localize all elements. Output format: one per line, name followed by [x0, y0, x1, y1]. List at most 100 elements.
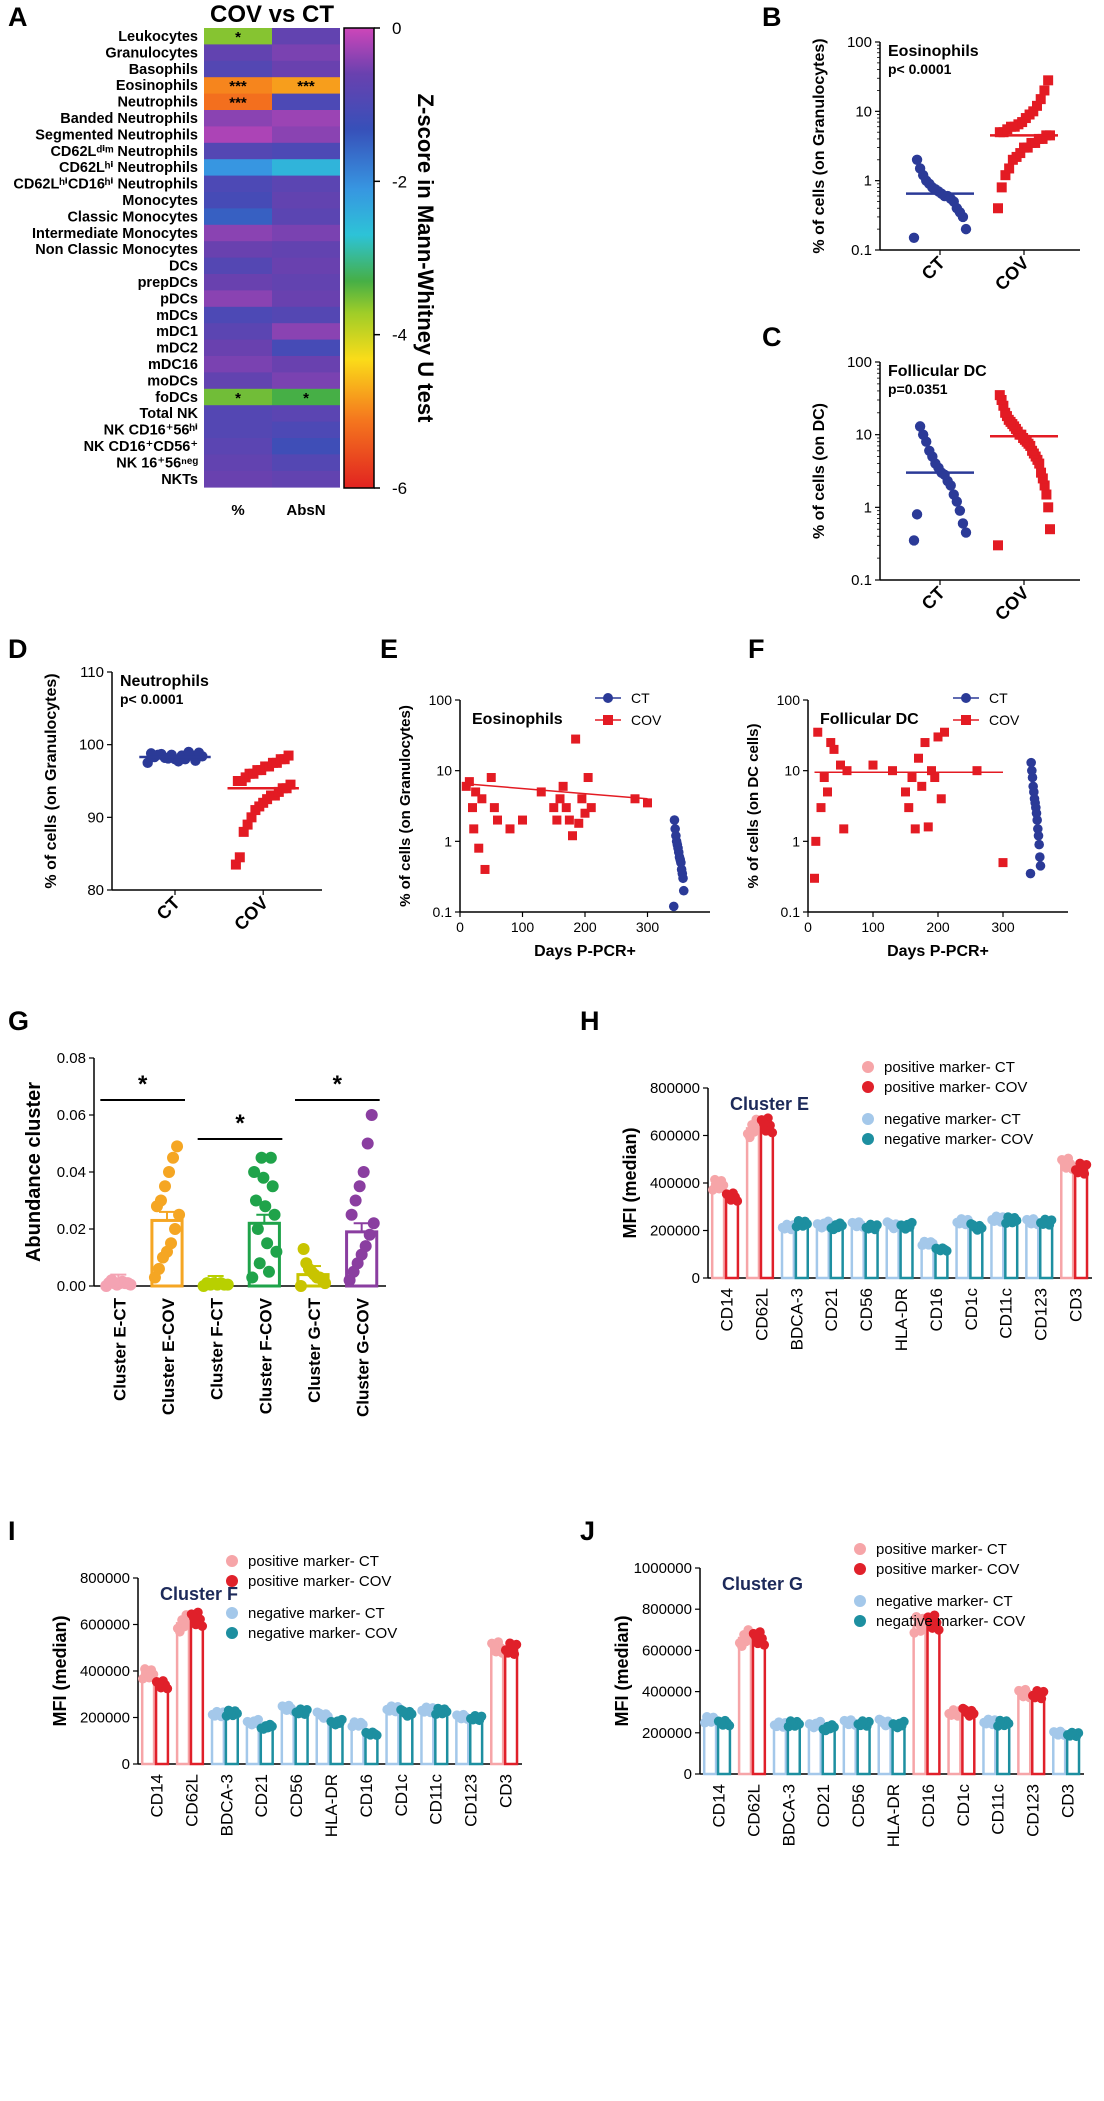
x-tick-label: 300	[636, 919, 660, 935]
mfi-bar-cov	[1030, 1692, 1046, 1776]
data-point-cov	[564, 815, 574, 825]
panel-letter-i: I	[8, 1516, 16, 1546]
mfi-data-point	[814, 1220, 825, 1231]
legend-label: positive marker- CT	[884, 1059, 1015, 1076]
data-point-cov	[489, 803, 499, 813]
data-point-cov	[630, 794, 640, 804]
data-point-cov	[583, 773, 593, 783]
significance-star: *	[138, 1071, 148, 1098]
data-point-cov	[505, 824, 515, 834]
chart-title: Cluster E	[730, 1094, 809, 1114]
heatmap-cell	[204, 208, 272, 226]
chart-title: Follicular DC	[888, 363, 987, 380]
mfi-bar-cov	[294, 1710, 309, 1766]
mfi-data-point	[884, 1218, 895, 1229]
data-point-ct	[670, 824, 680, 834]
heatmap-cell	[204, 241, 272, 258]
mfi-data-point	[223, 1705, 234, 1716]
mfi-data-point	[855, 1720, 866, 1731]
data-point-ct	[960, 527, 972, 538]
bar-data-point	[345, 1208, 358, 1221]
data-point-cov	[1004, 163, 1015, 174]
heatmap-cell	[272, 110, 340, 127]
panel-letter-f: F	[748, 634, 765, 664]
mfi-bar-cov	[926, 1621, 941, 1776]
colorbar	[343, 27, 375, 489]
heatmap-cell	[272, 28, 340, 45]
bar-data-point	[363, 1228, 376, 1241]
heatmap-row-label: Monocytes	[122, 193, 198, 209]
data-point-cov	[238, 826, 249, 837]
x-tick-label: CD21	[822, 1288, 841, 1331]
mfi-data-point	[890, 1720, 901, 1730]
x-tick-label: 200	[573, 919, 597, 935]
data-point-cov	[477, 794, 487, 804]
mfi-data-point	[702, 1711, 712, 1722]
mfi-data-point	[1024, 1216, 1034, 1226]
bar-data-point	[248, 1166, 261, 1178]
data-point-cov	[518, 815, 527, 825]
x-tick-label: CT	[153, 893, 184, 924]
bar-data-point	[201, 1277, 214, 1290]
y-tick-label: 100	[429, 692, 453, 708]
mfi-bar-ct	[1060, 1163, 1075, 1280]
heatmap-cell	[272, 388, 340, 406]
y-tick-label: 600000	[642, 1642, 692, 1659]
legend-label-ct: CT	[631, 690, 650, 706]
mfi-data-point	[1030, 1692, 1040, 1703]
data-point-ct	[1028, 781, 1038, 792]
data-point-cov	[230, 859, 241, 870]
heatmap-cell	[272, 241, 340, 258]
data-point-cov	[486, 773, 496, 783]
mfi-bar-cov	[864, 1225, 879, 1280]
mfi-data-point	[384, 1706, 395, 1716]
heatmap-column-label: %	[231, 502, 244, 519]
data-point-cov	[940, 727, 949, 737]
data-point-cov	[577, 794, 587, 804]
mfi-bar-cov	[154, 1682, 170, 1766]
x-tick-label: CD14	[147, 1774, 166, 1817]
chart-title: Eosinophils	[472, 711, 563, 728]
x-tick-label: HLA-DR	[892, 1288, 911, 1351]
heatmap-cell	[204, 224, 272, 242]
legend-marker-cov	[961, 715, 971, 725]
data-point-cov	[285, 779, 296, 790]
mfi-bar-ct	[885, 1224, 900, 1280]
mfi-data-point	[505, 1638, 515, 1649]
data-point-cov	[480, 864, 490, 874]
mfi-data-point	[454, 1711, 464, 1722]
mfi-bar-cov	[1004, 1219, 1019, 1280]
heatmap-cell	[204, 306, 272, 324]
mfi-data-point	[244, 1717, 255, 1728]
mfi-data-point	[841, 1717, 852, 1727]
mfi-data-point	[960, 1705, 970, 1715]
heatmap-row-label: foDCs	[155, 390, 198, 406]
x-tick-label: COV	[230, 893, 272, 935]
heatmap-row-label: CD62LʰⁱCD16ʰⁱ Neutrophils	[13, 177, 198, 193]
bar-data-point	[102, 1277, 115, 1290]
mfi-data-point	[968, 1220, 978, 1230]
legend-label: positive marker- CT	[876, 1541, 1007, 1558]
legend-marker	[854, 1543, 866, 1555]
heatmap-row-label: Basophils	[129, 62, 198, 78]
x-tick-label: CD62L	[752, 1288, 771, 1341]
y-tick-label: 110	[80, 664, 104, 681]
mfi-bar-cov	[856, 1722, 871, 1776]
legend-label: positive marker- COV	[248, 1573, 391, 1590]
mfi-bar-cov	[759, 1125, 775, 1280]
y-axis-label: MFI (median)	[620, 1127, 640, 1238]
mfi-bar-ct	[175, 1622, 191, 1766]
x-tick-label: CD11c	[997, 1288, 1016, 1339]
data-point-cov	[842, 766, 852, 776]
heatmap-cell	[204, 93, 272, 111]
heatmap-cell	[204, 142, 272, 160]
y-axis-label: MFI (median)	[50, 1615, 70, 1726]
legend-label: positive marker- COV	[876, 1561, 1019, 1578]
mfi-data-point	[177, 1615, 187, 1625]
significance-star: *	[235, 1110, 245, 1137]
heatmap-row-label: Total NK	[139, 406, 198, 422]
heatmap-row-label: mDC2	[156, 341, 198, 357]
mfi-bar-cov	[189, 1619, 205, 1766]
